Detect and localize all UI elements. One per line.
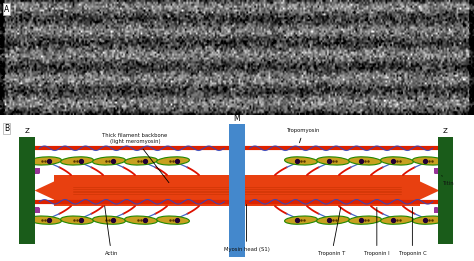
Ellipse shape	[348, 157, 382, 165]
Ellipse shape	[284, 157, 318, 165]
Ellipse shape	[61, 216, 93, 224]
Ellipse shape	[156, 216, 190, 224]
Text: Thick filament backbone
(light meromyosin): Thick filament backbone (light meromyosi…	[102, 133, 169, 183]
Text: M: M	[234, 114, 240, 123]
Ellipse shape	[317, 157, 349, 165]
Text: Tropomyosin: Tropomyosin	[287, 128, 320, 143]
Text: Troponin I: Troponin I	[364, 207, 390, 256]
Polygon shape	[35, 175, 68, 206]
Bar	[229, 124, 245, 257]
Ellipse shape	[28, 157, 62, 165]
Polygon shape	[406, 175, 439, 206]
Ellipse shape	[412, 216, 446, 224]
Text: Z: Z	[24, 128, 29, 134]
Ellipse shape	[381, 157, 413, 165]
Ellipse shape	[348, 216, 382, 224]
Text: Titin: Titin	[442, 176, 455, 186]
Bar	[438, 137, 453, 244]
Ellipse shape	[412, 157, 446, 165]
Text: Z: Z	[443, 128, 448, 134]
Ellipse shape	[125, 216, 157, 224]
Text: Troponin T: Troponin T	[318, 207, 346, 256]
Ellipse shape	[125, 157, 157, 165]
Text: Actin: Actin	[105, 206, 118, 256]
Ellipse shape	[284, 216, 318, 224]
Ellipse shape	[61, 157, 93, 165]
Text: A: A	[4, 5, 9, 14]
Ellipse shape	[317, 216, 349, 224]
Ellipse shape	[92, 157, 126, 165]
Text: Myosin head (S1): Myosin head (S1)	[224, 205, 269, 252]
Text: B: B	[4, 124, 9, 133]
Ellipse shape	[28, 216, 62, 224]
Ellipse shape	[381, 216, 413, 224]
Ellipse shape	[92, 216, 126, 224]
Text: Troponin C: Troponin C	[399, 207, 426, 256]
Bar	[19, 137, 35, 244]
Bar	[54, 175, 420, 206]
Ellipse shape	[156, 157, 190, 165]
